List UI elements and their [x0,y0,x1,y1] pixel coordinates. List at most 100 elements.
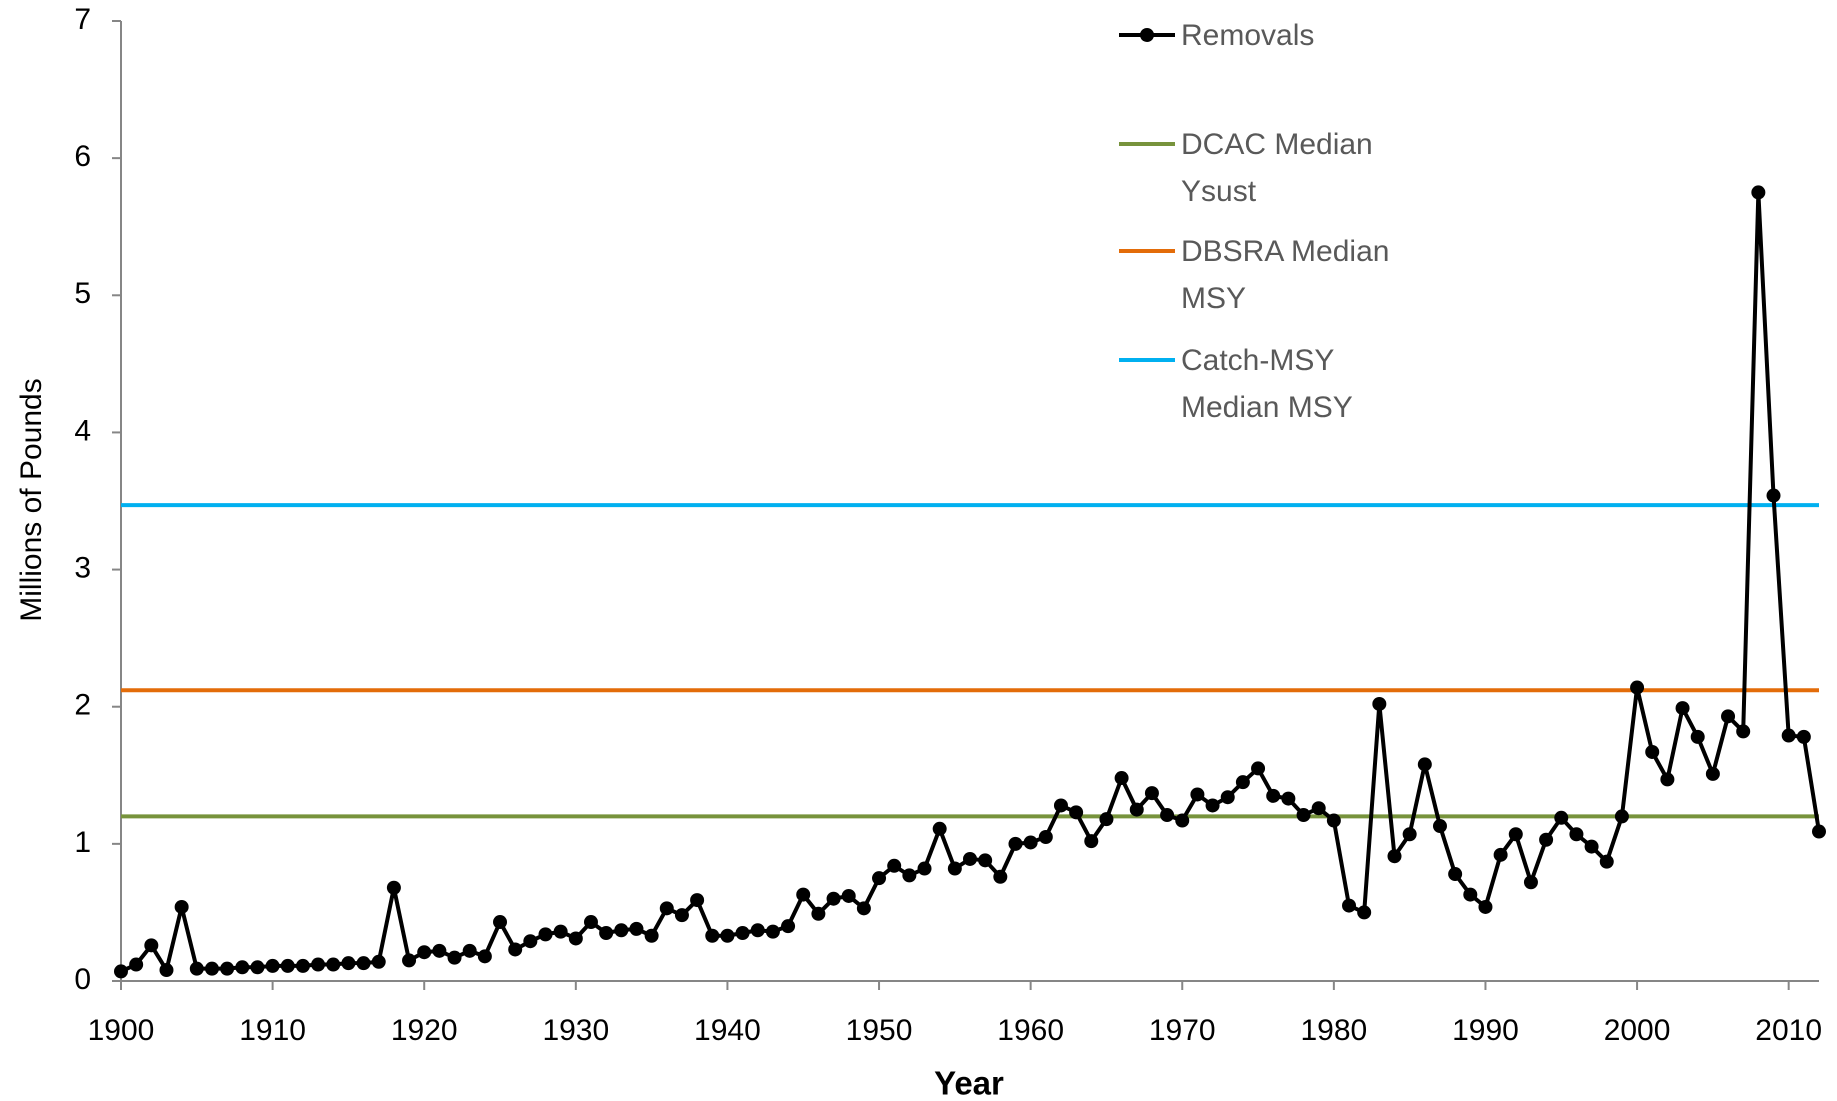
y-axis-title: Millions of Pounds [15,378,48,621]
data-point [493,915,508,930]
data-point [1463,887,1478,902]
data-point [1190,787,1205,802]
x-axis-title: Year [934,1065,1004,1101]
data-point [265,958,280,973]
data-point [508,942,523,957]
data-point [781,919,796,934]
data-point [1796,729,1811,744]
data-point [932,821,947,836]
y-tick-label: 1 [74,826,91,859]
data-point [1630,680,1645,695]
data-point [629,921,644,936]
legend-label: DBSRA Median MSY [1181,235,1390,315]
data-point [1220,790,1235,805]
data-point [1387,849,1402,864]
x-tick-label: 1920 [391,1014,458,1047]
data-point [1523,875,1538,890]
data-point [477,949,492,964]
data-point [1751,185,1766,200]
data-point [1023,835,1038,850]
data-point [295,958,310,973]
data-point [1554,810,1569,825]
x-tick-label: 2010 [1755,1014,1822,1047]
data-point [402,953,417,968]
data-point [553,924,568,939]
x-tick-label: 1960 [997,1014,1064,1047]
data-point [250,960,265,975]
data-point [887,858,902,873]
data-point [902,868,917,883]
data-point [1508,827,1523,842]
data-point [1342,898,1357,913]
data-point [523,934,538,949]
data-point [311,957,326,972]
legend-label: Catch-MSY Median MSY [1181,344,1353,424]
data-point [765,924,780,939]
data-point [705,928,720,943]
data-point [1129,802,1144,817]
data-point [1690,729,1705,744]
data-point [735,926,750,940]
data-point [129,957,144,972]
data-point [386,880,401,895]
data-point [1781,728,1796,743]
data-point [538,927,553,942]
data-point [1251,761,1266,776]
data-point [1205,798,1220,813]
x-tick-label: 1900 [88,1014,155,1047]
data-point [356,956,371,971]
data-point [1721,709,1736,724]
data-point [1235,775,1250,790]
data-point [811,906,826,921]
data-point [644,928,659,943]
data-point [1645,744,1660,759]
data-point [1493,847,1508,862]
data-point [917,861,932,876]
x-tick-label: 1950 [846,1014,913,1047]
data-point [1478,899,1493,914]
y-tick-label: 5 [74,277,91,310]
y-tick-label: 2 [74,689,91,722]
data-point [1599,854,1614,869]
data-point [1144,786,1159,801]
data-point [978,853,993,868]
data-point [144,938,159,953]
data-point [872,871,887,886]
data-point [1569,827,1584,842]
data-point [1099,812,1114,827]
x-tick-label: 1990 [1452,1014,1519,1047]
data-point [1539,832,1554,847]
data-point [659,901,674,916]
data-point [1038,830,1053,844]
data-point [1584,839,1599,854]
data-point [341,956,356,971]
legend-label: Removals [1181,19,1315,52]
data-point [114,964,128,979]
data-point [1357,905,1372,920]
data-point [159,963,174,978]
data-point [750,923,765,938]
x-tick-label: 1970 [1149,1014,1216,1047]
data-point [826,891,841,906]
data-point [1448,867,1463,882]
data-point [568,931,583,946]
data-point [720,928,735,943]
data-point [1660,772,1675,787]
data-point [1053,798,1068,813]
data-point [1084,834,1099,849]
data-point [1008,836,1023,851]
data-point [947,861,962,876]
data-point [841,888,856,903]
x-tick-label: 1910 [239,1014,306,1047]
data-point [1705,766,1720,781]
data-point [417,945,432,960]
data-point [326,957,341,972]
data-point [280,958,295,973]
data-point [174,899,189,914]
data-point [993,869,1008,884]
data-point [614,923,629,938]
data-point [1175,813,1190,828]
x-tick-label: 1930 [542,1014,609,1047]
data-point [1311,801,1326,816]
